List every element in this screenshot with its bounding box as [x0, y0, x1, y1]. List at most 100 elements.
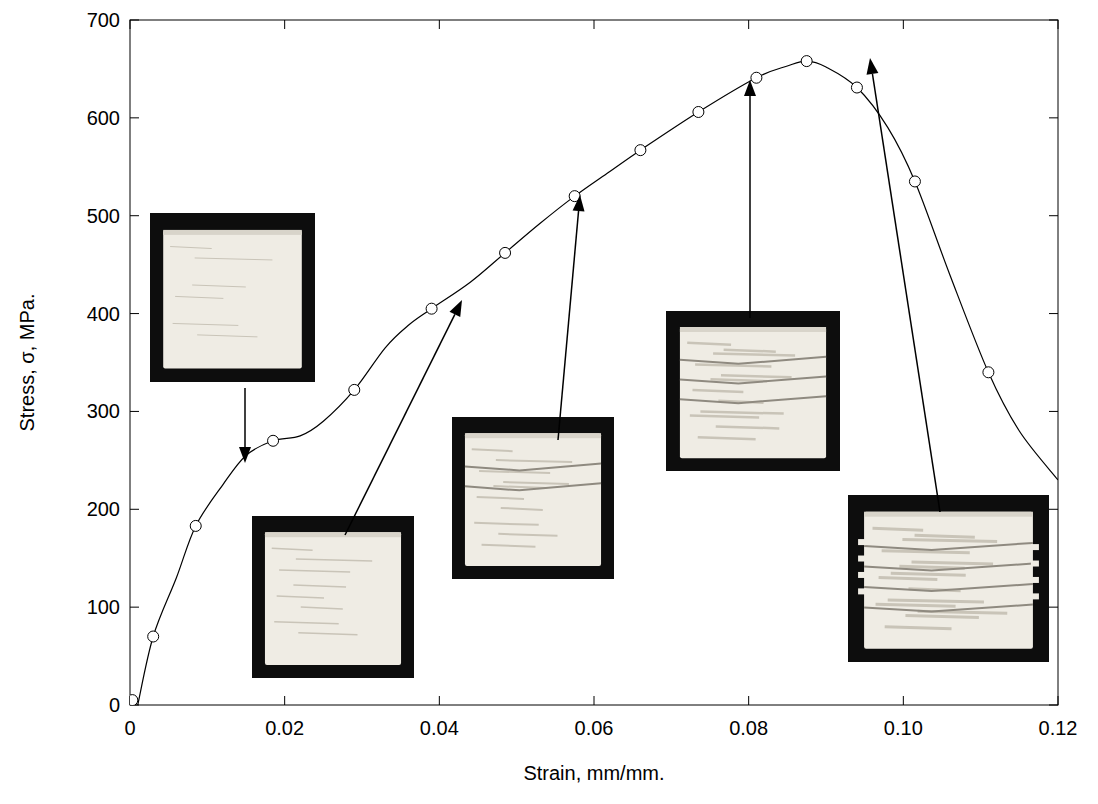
marker	[751, 72, 762, 83]
photo-background	[150, 213, 315, 382]
specimen-crack	[465, 463, 601, 470]
specimen-streak	[293, 585, 346, 587]
x-tick-top	[748, 20, 749, 29]
marker	[130, 695, 138, 705]
specimen-crack	[465, 483, 601, 490]
y-tick-right	[1049, 20, 1058, 21]
marker	[983, 367, 994, 378]
arrow-shaft	[558, 211, 579, 440]
y-tick-right	[1049, 313, 1058, 314]
specimen-photo	[452, 417, 614, 579]
y-axis-title: Stress, σ, MPa.	[16, 294, 38, 432]
photo-background	[848, 495, 1049, 662]
specimen-streak	[891, 573, 966, 575]
arrow-shaft	[244, 388, 246, 447]
marker	[801, 56, 812, 67]
specimen-body	[864, 512, 1033, 649]
arrow-head	[744, 80, 756, 96]
x-tick-top	[903, 20, 904, 29]
specimen-streak	[724, 350, 776, 352]
marker	[349, 384, 360, 395]
specimen-body	[163, 230, 302, 369]
specimen-streak	[882, 551, 970, 553]
x-tick-label: 0.08	[729, 717, 768, 739]
specimen-streak	[173, 323, 239, 325]
arrow-head	[573, 195, 585, 211]
x-tick-top	[439, 20, 440, 29]
specimen-streak	[277, 596, 324, 598]
specimen-top	[163, 230, 302, 235]
specimen-flake	[1031, 544, 1039, 550]
specimen-streak	[298, 633, 357, 635]
y-tick-label: 400	[87, 303, 120, 325]
specimen-streak	[876, 604, 956, 606]
specimen-top	[864, 512, 1033, 517]
specimen-streak	[873, 528, 924, 530]
y-tick-right	[1049, 509, 1058, 510]
specimen-streak	[721, 375, 792, 377]
specimen-crack	[680, 376, 826, 383]
specimen-streak	[474, 523, 539, 525]
specimen-streak	[912, 562, 994, 564]
x-tick	[748, 696, 749, 705]
marker	[909, 176, 920, 187]
y-tick-right	[1049, 117, 1058, 118]
specimen-streak	[716, 426, 780, 428]
specimen-top	[680, 327, 826, 332]
marker	[190, 520, 201, 531]
specimen-streak	[272, 548, 313, 550]
arrow	[558, 195, 585, 440]
marker	[426, 303, 437, 314]
specimen-streak	[301, 607, 343, 609]
y-tick	[130, 607, 139, 608]
marker	[500, 247, 511, 258]
photo-background	[452, 417, 614, 579]
y-tick-label: 200	[87, 498, 120, 520]
plot-frame	[130, 20, 1058, 705]
specimen-crack	[680, 396, 826, 403]
y-tick	[130, 509, 139, 510]
x-tick-label: 0.10	[884, 717, 923, 739]
specimen-crack	[864, 605, 1033, 612]
specimen-streak	[496, 460, 572, 462]
specimen-streak	[503, 482, 569, 484]
x-axis-title: Strain, mm/mm.	[523, 762, 664, 784]
y-tick-right	[1049, 411, 1058, 412]
specimen-streak	[192, 285, 246, 287]
specimen-streak	[195, 258, 273, 260]
x-tick-top	[594, 20, 595, 29]
specimen-photo	[848, 495, 1049, 662]
specimen-streak	[170, 247, 212, 249]
specimen-streak	[905, 615, 978, 617]
x-tick-label: 0.06	[575, 717, 614, 739]
specimen-flake	[858, 588, 866, 594]
arrow	[867, 58, 940, 512]
y-tick	[130, 313, 139, 314]
specimen-streak	[197, 335, 257, 337]
specimen-photo	[150, 213, 315, 382]
specimen-body	[265, 532, 401, 665]
specimen-top	[265, 532, 401, 537]
y-tick	[130, 215, 139, 216]
y-tick-label: 0	[109, 694, 120, 716]
specimen-streak	[175, 296, 223, 298]
arrow-shaft	[345, 314, 455, 535]
insets	[150, 58, 1049, 678]
specimen-flake	[1031, 561, 1039, 567]
marker	[268, 435, 279, 446]
specimen-streak	[296, 559, 372, 561]
x-tick-label: 0.04	[420, 717, 459, 739]
x-tick	[1058, 696, 1059, 705]
x-tick-top	[130, 20, 131, 29]
specimen-body	[465, 433, 601, 566]
marker	[148, 631, 159, 642]
y-tick-right	[1049, 705, 1058, 706]
specimen-flake	[1031, 577, 1039, 583]
specimen-crack	[864, 563, 1033, 570]
specimen-crack	[680, 357, 826, 364]
specimen-streak	[885, 627, 952, 629]
y-tick	[130, 117, 139, 118]
specimen-streak	[713, 354, 795, 356]
specimen-streak	[879, 577, 938, 579]
specimen-streak	[902, 539, 997, 541]
